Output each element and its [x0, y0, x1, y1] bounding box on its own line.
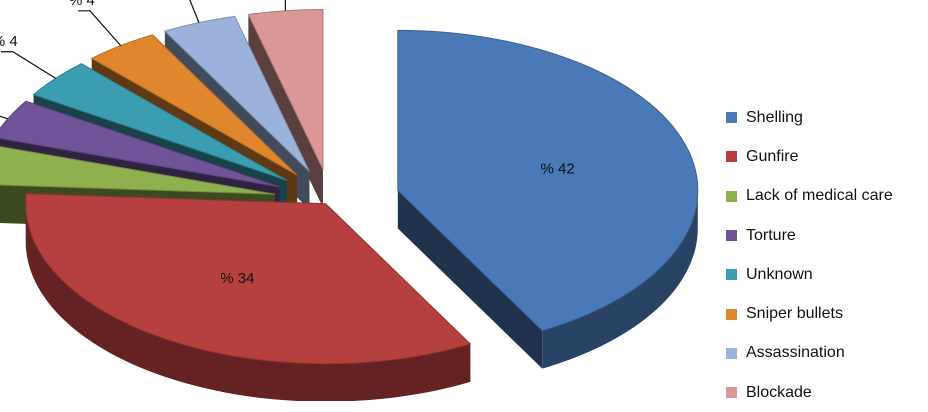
legend-item-sniper-bullets: Sniper bullets: [726, 294, 926, 333]
pie-slice-sniper-bullets: [90, 34, 298, 176]
data-label-shelling: % 42: [541, 161, 575, 178]
legend-swatch: [726, 190, 737, 202]
legend-swatch: [726, 269, 737, 281]
legend-label: Blockade: [746, 383, 812, 401]
pie-chart: % 42% 34% 4% 4% 4% 4% 4% 4 ShellingGunfi…: [0, 0, 893, 401]
pie-slice-assassination: [163, 15, 310, 172]
pie-slice-gunfire: [25, 193, 472, 365]
pie-slice-tops: [0, 8, 699, 365]
pie-slice-side-0: [397, 190, 698, 369]
pie-slice-shelling: [397, 29, 699, 332]
legend-swatch: [726, 308, 737, 320]
chart-legend: Shelling Gunfire Lack of medical care Tortu…: [726, 98, 926, 412]
legend-label: Gunfire: [746, 147, 799, 165]
pie-chart-plot: % 42% 34% 4% 4% 4% 4% 4% 4: [0, 0, 699, 401]
legend-item-shelling: Shelling: [726, 98, 926, 137]
legend-item-torture: Torture: [726, 216, 926, 255]
pie-slice-lack-of-medical-care: [0, 146, 276, 195]
legend-item-blockade: Blockade: [726, 373, 926, 412]
pie-slice-blockade: [247, 8, 324, 170]
pie-data-labels: % 42% 34% 4% 4% 4% 4% 4% 4: [0, 0, 575, 287]
data-label-gunfire: % 34: [220, 270, 254, 287]
leader-line-6: [189, 0, 200, 23]
legend-swatch: [726, 347, 737, 359]
legend-label: Sniper bullets: [746, 305, 843, 323]
pie-slice-torture: [0, 100, 280, 188]
leader-line-3: [0, 115, 9, 120]
legend-item-gunfire: Gunfire: [726, 137, 926, 176]
legend-label: Unknown: [746, 265, 813, 283]
legend-label: Torture: [746, 226, 796, 244]
leader-line-5: [77, 10, 122, 47]
leader-line-7: [284, 0, 286, 11]
legend-item-lack-of-medical-care: Lack of medical care: [726, 177, 926, 216]
legend-swatch: [726, 230, 737, 242]
legend-swatch: [726, 151, 737, 163]
pie-slice-side-7: [248, 14, 323, 208]
legend-label: Lack of medical care: [746, 187, 893, 205]
legend-item-assassination: Assassination: [726, 334, 926, 373]
data-label-unknown: % 4: [0, 33, 18, 50]
legend-label: Assassination: [746, 344, 845, 362]
pie-slice-unknown: [32, 63, 288, 181]
data-label-sniper-bullets: % 4: [69, 0, 95, 9]
legend-label: Shelling: [746, 108, 803, 126]
leader-line-4: [0, 51, 57, 79]
legend-swatch: [726, 112, 737, 124]
legend-item-unknown: Unknown: [726, 255, 926, 294]
legend-swatch: [726, 387, 737, 399]
